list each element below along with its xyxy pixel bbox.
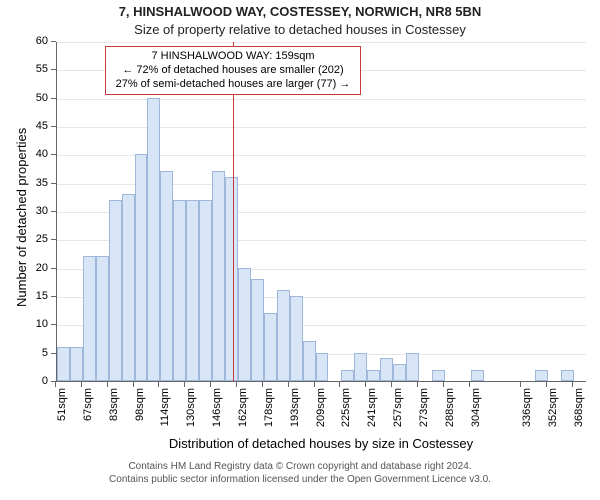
- histogram-bar: [135, 154, 148, 381]
- histogram-bar: [535, 370, 548, 381]
- histogram-bar: [367, 370, 380, 381]
- y-tick-label: 60: [36, 35, 48, 47]
- y-tick-label: 5: [42, 347, 48, 359]
- y-tick-label: 35: [36, 177, 48, 189]
- x-tick-label: 98sqm: [134, 388, 146, 421]
- property-callout: 7 HINSHALWOOD WAY: 159sqm← 72% of detach…: [105, 46, 362, 95]
- y-tick-label: 0: [42, 375, 48, 387]
- x-tick-label: 225sqm: [340, 388, 352, 427]
- x-tick-label: 51sqm: [56, 388, 68, 421]
- y-tick-label: 30: [36, 205, 48, 217]
- x-tick-label: 257sqm: [392, 388, 404, 427]
- container: 7, HINSHALWOOD WAY, COSTESSEY, NORWICH, …: [0, 0, 600, 500]
- histogram-bar: [251, 279, 264, 381]
- histogram-bar: [316, 353, 329, 381]
- histogram-bar: [212, 171, 225, 381]
- callout-line: ← 72% of detached houses are smaller (20…: [116, 64, 351, 78]
- histogram-bar: [160, 171, 173, 381]
- x-tick-label: 241sqm: [366, 388, 378, 427]
- histogram-bar: [380, 358, 393, 381]
- y-tick-label: 20: [36, 262, 48, 274]
- gridline: [57, 127, 586, 128]
- histogram-bar: [393, 364, 406, 381]
- histogram-bar: [264, 313, 277, 381]
- y-axis-title: Number of detached properties: [14, 128, 29, 307]
- x-tick-label: 288sqm: [444, 388, 456, 427]
- x-tick-label: 368sqm: [573, 388, 585, 427]
- callout-line: 7 HINSHALWOOD WAY: 159sqm: [116, 50, 351, 64]
- histogram-bar: [238, 268, 251, 381]
- x-tick-label: 162sqm: [237, 388, 249, 427]
- histogram-bar: [147, 98, 160, 381]
- y-tick-label: 50: [36, 92, 48, 104]
- y-tick-label: 45: [36, 120, 48, 132]
- x-tick-label: 114sqm: [159, 388, 171, 426]
- histogram-plot: 7 HINSHALWOOD WAY: 159sqm← 72% of detach…: [56, 42, 586, 382]
- x-tick-label: 273sqm: [418, 388, 430, 427]
- histogram-bar: [186, 200, 199, 381]
- histogram-bar: [96, 256, 109, 381]
- x-tick-label: 336sqm: [521, 388, 533, 427]
- x-tick-label: 352sqm: [547, 388, 559, 427]
- x-tick-label: 209sqm: [315, 388, 327, 427]
- histogram-bar: [303, 341, 316, 381]
- y-tick-label: 25: [36, 233, 48, 245]
- x-tick-label: 130sqm: [185, 388, 197, 427]
- histogram-bar: [354, 353, 367, 381]
- histogram-bar: [406, 353, 419, 381]
- histogram-bar: [225, 177, 238, 381]
- page-address: 7, HINSHALWOOD WAY, COSTESSEY, NORWICH, …: [0, 4, 600, 19]
- license-footer: Contains HM Land Registry data © Crown c…: [0, 460, 600, 486]
- x-tick-label: 83sqm: [108, 388, 120, 421]
- histogram-bar: [109, 200, 122, 381]
- x-tick-label: 67sqm: [82, 388, 94, 421]
- page-subtitle: Size of property relative to detached ho…: [0, 22, 600, 37]
- histogram-bar: [199, 200, 212, 381]
- histogram-bar: [173, 200, 186, 381]
- histogram-bar: [57, 347, 70, 381]
- x-tick-label: 304sqm: [470, 388, 482, 427]
- footer-line-1: Contains HM Land Registry data © Crown c…: [0, 460, 600, 473]
- y-tick-label: 40: [36, 148, 48, 160]
- histogram-bar: [471, 370, 484, 381]
- x-tick-label: 146sqm: [211, 388, 223, 427]
- y-tick-label: 15: [36, 290, 48, 302]
- histogram-bar: [290, 296, 303, 381]
- gridline: [57, 99, 586, 100]
- x-tick-label: 193sqm: [289, 388, 301, 427]
- y-tick-label: 10: [36, 318, 48, 330]
- x-tick-label: 178sqm: [263, 388, 275, 427]
- footer-line-2: Contains public sector information licen…: [0, 473, 600, 486]
- histogram-bar: [70, 347, 83, 381]
- y-tick-label: 55: [36, 63, 48, 75]
- histogram-bar: [83, 256, 96, 381]
- histogram-bar: [341, 370, 354, 381]
- gridline: [57, 42, 586, 43]
- histogram-bar: [432, 370, 445, 381]
- callout-line: 27% of semi-detached houses are larger (…: [116, 78, 351, 92]
- x-axis-title: Distribution of detached houses by size …: [56, 436, 586, 451]
- histogram-bar: [277, 290, 290, 381]
- histogram-bar: [122, 194, 135, 381]
- histogram-bar: [561, 370, 574, 381]
